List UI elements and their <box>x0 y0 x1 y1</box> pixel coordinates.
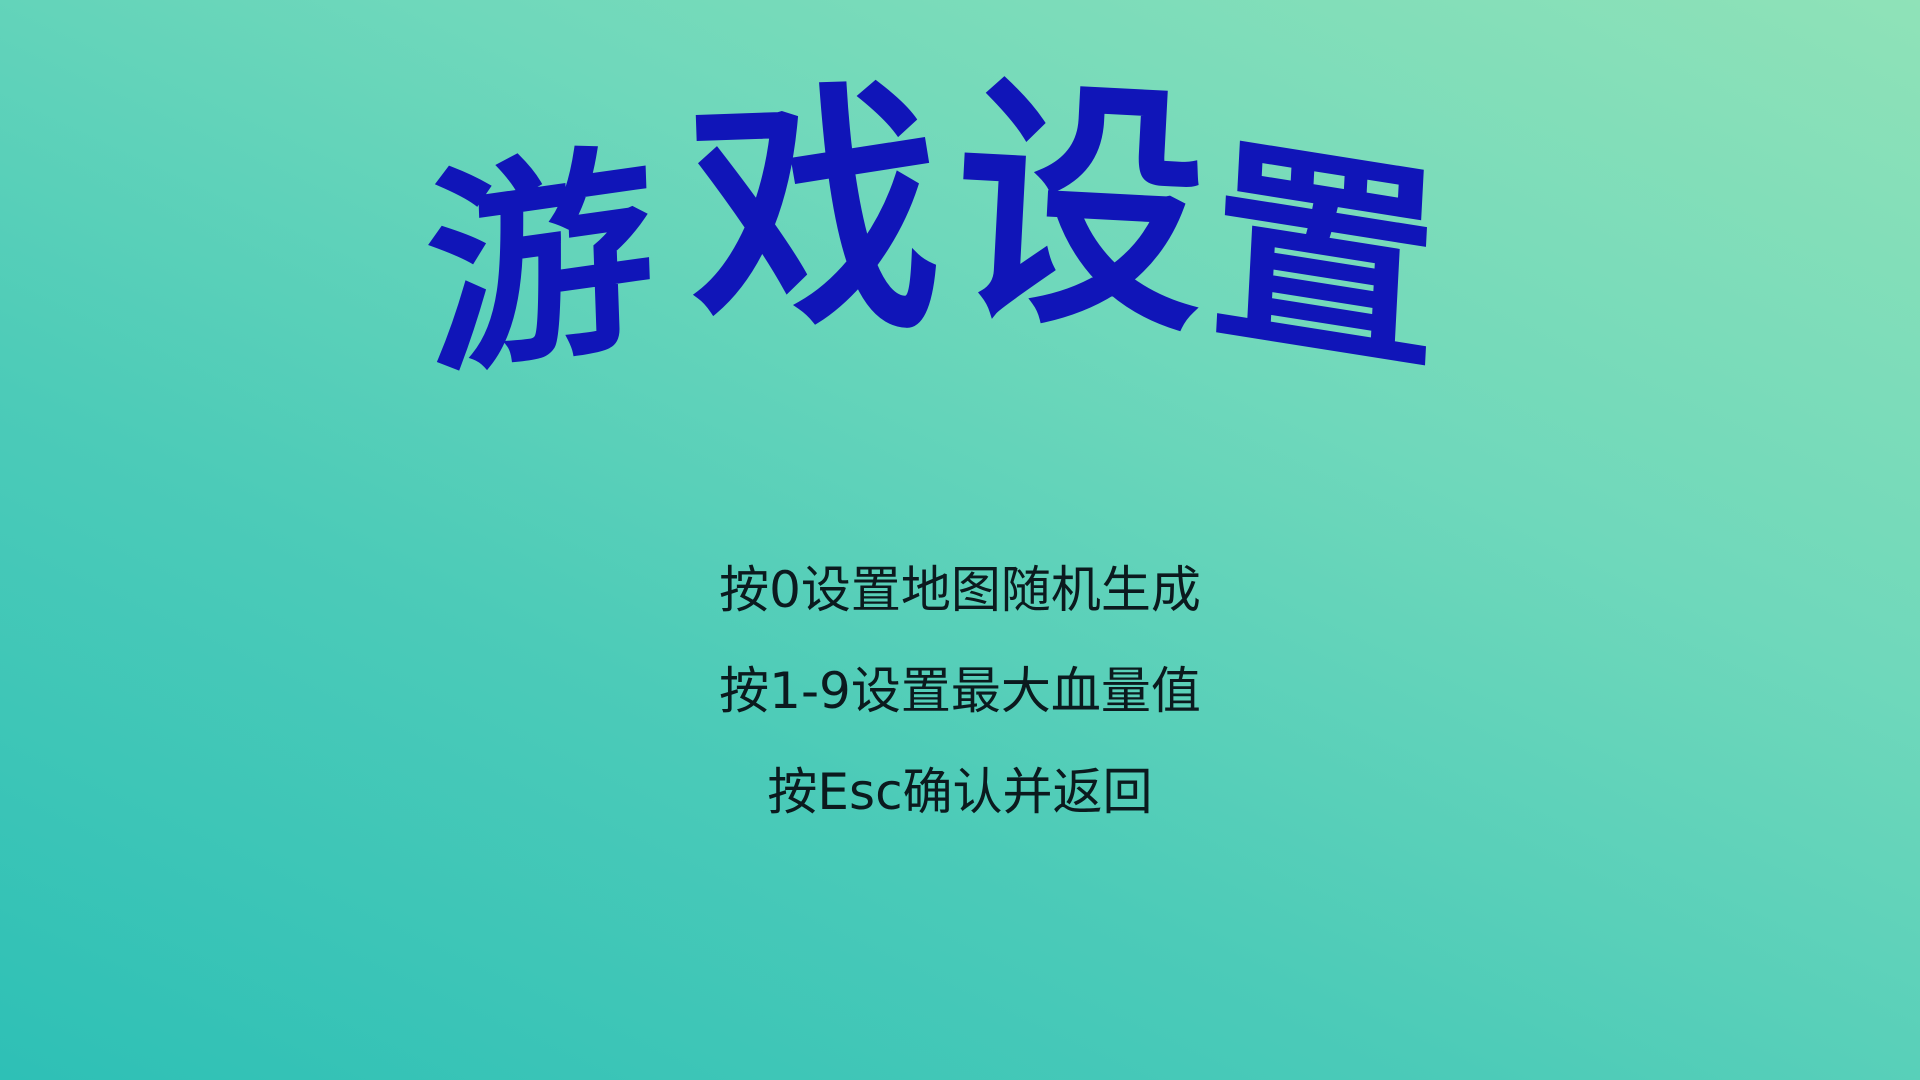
title-char-4: 置 <box>1204 114 1446 405</box>
title-char-3: 设 <box>947 51 1213 368</box>
instruction-confirm-return: 按Esc确认并返回 <box>767 763 1153 821</box>
instructions-list: 按0设置地图随机生成 按1-9设置最大血量值 按Esc确认并返回 <box>0 565 1920 868</box>
instruction-max-health: 按1-9设置最大血量值 <box>719 662 1201 720</box>
instruction-random-map: 按0设置地图随机生成 <box>719 561 1201 619</box>
title-char-2: 戏 <box>684 57 946 372</box>
title-char-1: 游 <box>421 121 659 408</box>
